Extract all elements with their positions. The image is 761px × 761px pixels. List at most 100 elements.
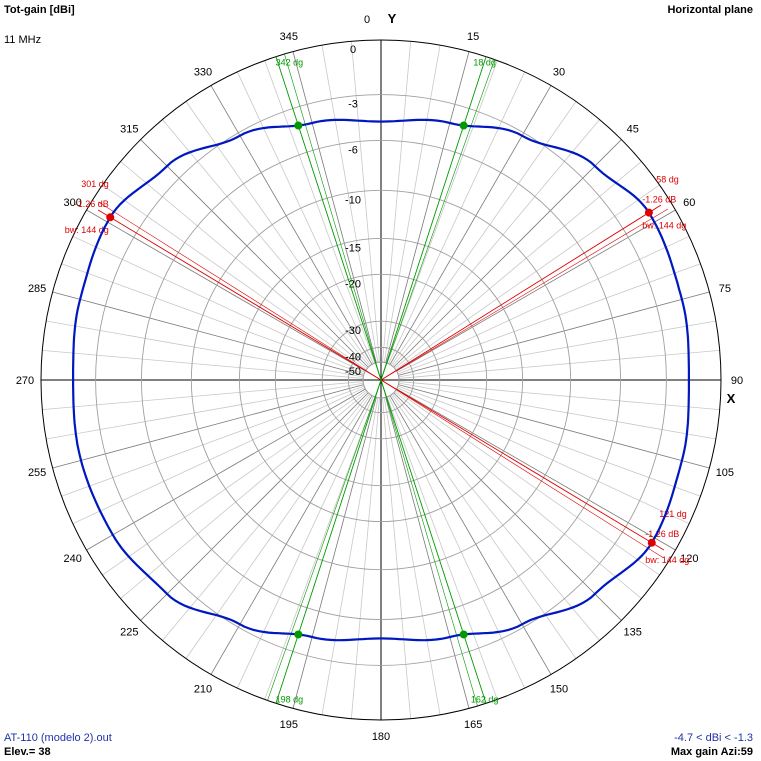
x-axis-label: X — [727, 391, 736, 406]
beam-marker-line — [380, 208, 669, 381]
grid-ring — [95, 94, 667, 666]
beam-bw-label: bw: 144 dg — [645, 555, 689, 565]
null-marker-dot — [294, 121, 303, 130]
angle-tick-label: 285 — [28, 283, 46, 295]
null-marker-line — [380, 59, 495, 381]
grid-spoke — [185, 101, 372, 366]
angle-tick-label: 315 — [120, 123, 138, 135]
frequency-label: 11 MHz — [4, 34, 42, 46]
angle-tick-label: 15 — [467, 31, 479, 43]
grid-spoke — [398, 349, 720, 379]
angle-tick-label: 0 — [364, 14, 370, 26]
null-marker-dot — [459, 630, 468, 639]
angle-tick-label: 195 — [280, 719, 298, 731]
grid-spoke — [393, 139, 622, 368]
radial-tick-label: -40 — [345, 351, 361, 363]
grid-spoke — [162, 119, 370, 367]
grid-ring — [347, 346, 415, 414]
grid-spoke — [385, 397, 470, 709]
grid-spoke — [46, 320, 364, 378]
radial-tick-label: -3 — [348, 99, 358, 111]
grid-spoke — [393, 392, 622, 621]
grid-spoke — [388, 71, 526, 364]
angle-tick-label: 30 — [553, 67, 565, 79]
null-marker-line — [275, 56, 382, 381]
grid-spoke — [264, 396, 376, 700]
grid-spoke — [86, 209, 366, 372]
grid-spoke — [236, 396, 374, 689]
grid-spoke — [185, 394, 372, 659]
angle-tick-label: 120 — [680, 553, 698, 565]
grid-spoke — [236, 71, 374, 364]
angle-tick-label: 135 — [624, 627, 642, 639]
grid-spoke — [397, 385, 701, 497]
grid-ring-inner — [362, 361, 400, 399]
grid-ring — [274, 273, 488, 487]
grid-spoke — [395, 184, 660, 371]
angle-tick-label: 330 — [194, 67, 212, 79]
beam-gain-label: -1.26 dB — [645, 529, 679, 539]
beam-marker-dot — [644, 208, 653, 217]
null-marker-line — [380, 379, 487, 704]
beam-gain-label: -1.26 dB — [75, 199, 109, 209]
radial-tick-label: -20 — [345, 278, 361, 290]
angle-tick-label: 270 — [16, 375, 34, 387]
polar-grid — [40, 39, 722, 721]
grid-spoke — [394, 391, 642, 599]
grid-ring — [321, 320, 441, 440]
angle-tick-label: 165 — [464, 719, 482, 731]
beam-bw-label: bw: 144 dg — [642, 220, 686, 230]
grid-ring — [190, 189, 572, 571]
grid-spoke — [120, 391, 368, 599]
grid-spoke — [52, 291, 364, 376]
beam-marker-line — [97, 209, 382, 381]
angle-tick-label: 90 — [731, 375, 743, 387]
grid-spoke — [395, 389, 660, 576]
radial-tick-label: -50 — [345, 366, 361, 378]
null-angle-label: 198 dg — [276, 695, 304, 705]
null-marker-dot — [459, 121, 468, 130]
beam-marker-dot — [106, 213, 115, 222]
grid-spoke — [42, 349, 364, 379]
grid-spoke — [210, 85, 373, 365]
plane-label: Horizontal plane — [667, 4, 753, 16]
beam-marker-line — [380, 204, 662, 381]
angle-tick-label: 105 — [716, 467, 734, 479]
beam-marker-line — [380, 379, 664, 559]
grid-spoke — [72, 235, 365, 373]
null-marker-line — [380, 379, 478, 707]
grid-spoke — [61, 385, 365, 497]
grid-spoke — [72, 387, 365, 525]
grid-spoke — [392, 393, 600, 641]
null-marker-dot — [294, 630, 303, 639]
grid-spoke — [398, 382, 716, 440]
null-angle-label: 18 dg — [473, 57, 496, 67]
y-axis-label: Y — [388, 11, 397, 26]
angle-tick-label: 180 — [372, 731, 390, 743]
null-angle-label: 162 dg — [471, 695, 499, 705]
angle-tick-label: 60 — [683, 197, 695, 209]
radial-tick-label: -15 — [345, 242, 361, 254]
grid-spoke — [396, 209, 676, 372]
grid-spoke — [321, 45, 379, 363]
markers: 58 dg -1.26 dB bw: 144 dg 121 dg -1.26 dB bw:… — [65, 53, 689, 707]
angle-tick-label: 300 — [64, 197, 82, 209]
radial-tick-label: -30 — [345, 325, 361, 337]
grid-spoke — [52, 384, 364, 469]
null-marker-line — [284, 53, 382, 381]
radial-tick-label: -10 — [345, 194, 361, 206]
elevation-label: Elev.= 38 — [4, 746, 51, 758]
beam-angle-label: 58 dg — [656, 174, 679, 184]
grid-spoke — [120, 161, 368, 369]
radial-tick-label: 0 — [350, 44, 356, 56]
chart-title: Tot-gain [dBi] — [4, 4, 75, 16]
radial-tick-label: -6 — [348, 144, 358, 156]
angle-tick-label: 75 — [719, 283, 731, 295]
grid-spoke — [61, 263, 365, 375]
grid-spoke — [398, 381, 720, 411]
angle-tick-label: 240 — [64, 553, 82, 565]
grid-spoke — [389, 395, 552, 675]
angle-tick-labels: 0 15 30 45 60 75 90 105 120 135 150 165 180 195 210 225… — [16, 14, 743, 743]
marker-dots — [106, 121, 656, 639]
